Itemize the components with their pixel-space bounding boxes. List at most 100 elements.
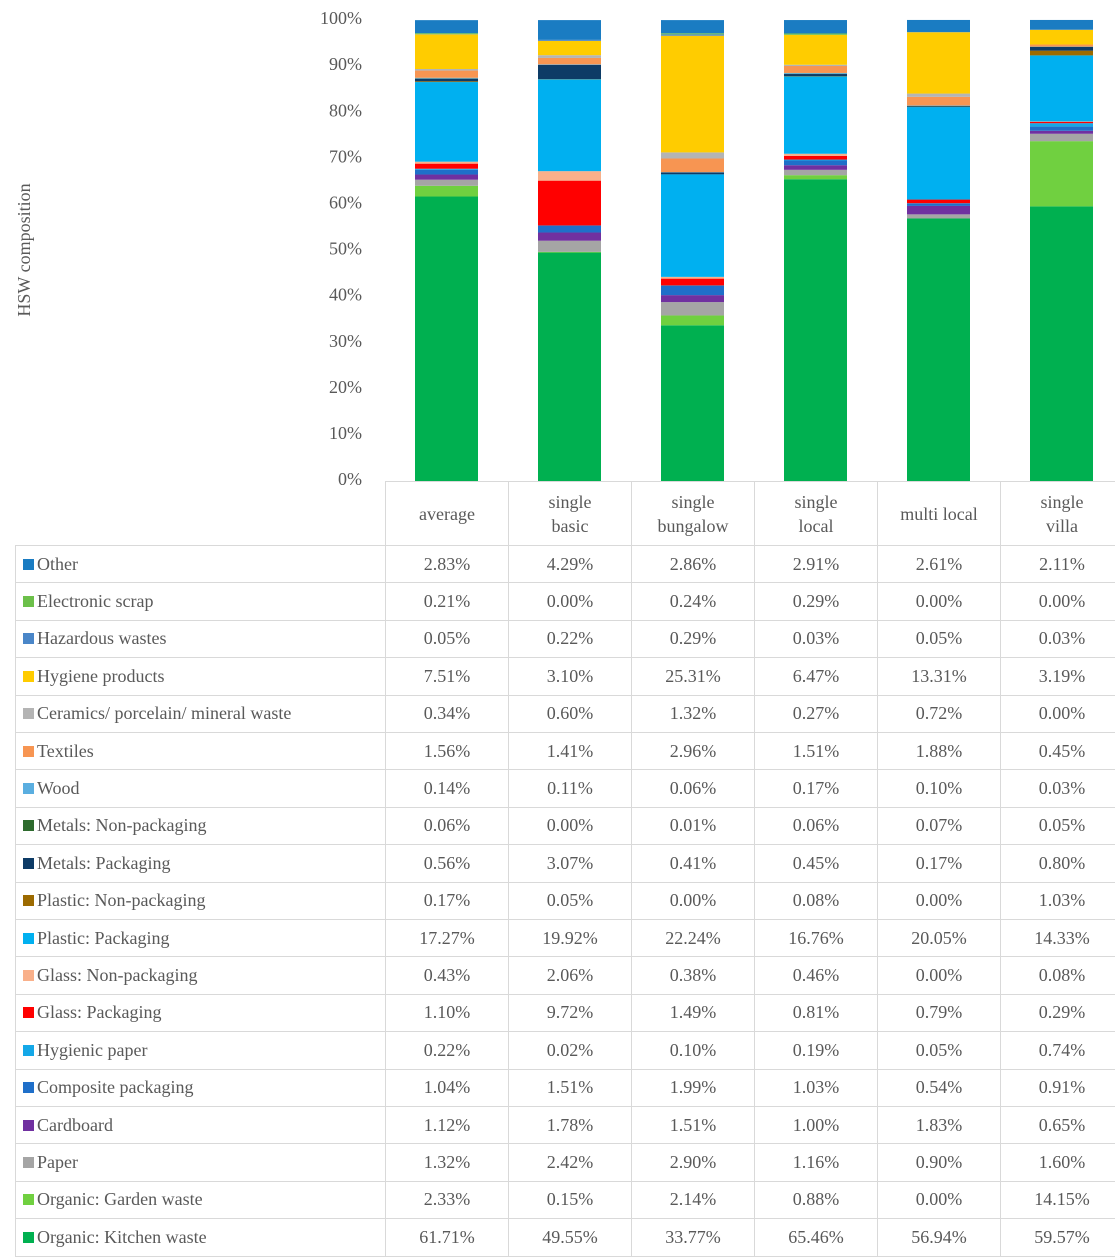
category-header: average [385, 481, 509, 546]
legend-cell: Organic: Kitchen waste [15, 1218, 386, 1257]
value-cell: 0.91% [1000, 1068, 1115, 1107]
value-cell: 0.02% [508, 1031, 632, 1070]
legend-label: Plastic: Packaging [37, 927, 170, 948]
bar-segment [415, 77, 478, 79]
value-cell: 1.78% [508, 1106, 632, 1145]
value-cell: 2.61% [877, 545, 1001, 584]
bar-segment [415, 69, 478, 71]
bar-segment [415, 34, 478, 70]
value-cell: 17.27% [385, 919, 509, 958]
value-cell: 1.51% [508, 1068, 632, 1107]
value-cell: 0.17% [754, 769, 878, 808]
value-cell: 61.71% [385, 1218, 509, 1257]
bar-segment [538, 39, 601, 41]
bar-segment [907, 106, 970, 108]
bar-segment [907, 32, 970, 94]
value-cell: 56.94% [877, 1218, 1001, 1257]
bar-segment [538, 20, 601, 40]
bar-segment [661, 302, 724, 316]
value-cell: 0.05% [508, 881, 632, 920]
bar-segment [538, 79, 601, 172]
value-cell: 0.74% [1000, 1031, 1115, 1070]
bar-segment [784, 34, 847, 65]
value-cell: 0.45% [754, 844, 878, 883]
legend-swatch [23, 1082, 34, 1094]
bar-segment [784, 66, 847, 73]
category-header: single villa [1000, 481, 1115, 546]
value-cell: 14.33% [1000, 919, 1115, 958]
value-cell: 2.11% [1000, 545, 1115, 584]
value-cell: 1.51% [631, 1106, 755, 1145]
legend-swatch [23, 783, 34, 795]
y-tick-label: 90% [329, 54, 362, 74]
y-tick-label: 50% [329, 239, 362, 259]
legend-cell: Metals: Non-packaging [15, 806, 386, 846]
legend-cell: Hygiene products [15, 657, 386, 696]
bar-segment [1030, 44, 1093, 47]
value-cell: 0.27% [754, 694, 878, 733]
bar-segment [415, 174, 478, 180]
bar-segment [907, 96, 970, 106]
y-tick-label: 10% [329, 423, 362, 443]
legend-cell: Cardboard [15, 1106, 386, 1145]
value-cell: 0.05% [877, 1031, 1001, 1070]
value-cell: 1.04% [385, 1068, 509, 1107]
value-cell: 0.00% [631, 881, 755, 920]
legend-swatch [23, 970, 34, 982]
legend-cell: Glass: Non-packaging [15, 956, 386, 995]
bar-segment [784, 64, 847, 67]
bar-segment [1030, 29, 1093, 45]
category-header: single basic [508, 481, 632, 546]
value-cell: 1.99% [631, 1068, 755, 1107]
bar-segment [661, 172, 724, 175]
value-cell: 0.05% [385, 619, 509, 659]
value-cell: 2.90% [631, 1143, 755, 1182]
value-cell: 0.03% [754, 619, 878, 659]
bar-segment [538, 225, 601, 233]
bar-segment [1030, 133, 1093, 142]
value-cell: 9.72% [508, 993, 632, 1033]
bar-segment [538, 240, 601, 252]
value-cell: 0.29% [631, 619, 755, 659]
legend-cell: Glass: Packaging [15, 993, 386, 1033]
value-cell: 0.00% [877, 1180, 1001, 1220]
legend-cell: Hazardous wastes [15, 619, 386, 659]
bar-segment [784, 160, 847, 166]
value-cell: 0.08% [1000, 956, 1115, 995]
value-cell: 0.00% [877, 582, 1001, 621]
legend-swatch [23, 1044, 34, 1056]
bar-segment [784, 179, 847, 481]
value-cell: 2.96% [631, 732, 755, 771]
bar-segment [784, 76, 847, 154]
bar-segment [784, 20, 847, 34]
bar-segment [661, 276, 724, 279]
value-cell: 0.56% [385, 844, 509, 883]
bar-segment [538, 64, 601, 80]
value-cell: 0.10% [631, 1031, 755, 1070]
legend-label: Electronic scrap [37, 591, 154, 612]
value-cell: 65.46% [754, 1218, 878, 1257]
bar-segment [784, 74, 847, 77]
legend-label: Paper [37, 1152, 78, 1173]
legend-label: Glass: Non-packaging [37, 965, 198, 986]
bar-segment [415, 20, 478, 34]
value-cell: 0.65% [1000, 1106, 1115, 1145]
value-cell: 0.06% [754, 806, 878, 846]
legend-swatch [23, 895, 34, 907]
value-cell: 59.57% [1000, 1218, 1115, 1257]
value-cell: 1.32% [631, 694, 755, 733]
legend-label: Plastic: Non-packaging [37, 890, 206, 911]
value-cell: 2.91% [754, 545, 878, 584]
value-cell: 1.10% [385, 993, 509, 1033]
value-cell: 1.03% [754, 1068, 878, 1107]
value-cell: 1.03% [1000, 881, 1115, 920]
bar-segment [415, 196, 478, 481]
legend-label: Wood [37, 778, 80, 799]
bar-segment [784, 159, 847, 161]
bar-segment [415, 179, 478, 186]
bar-segment [661, 152, 724, 159]
value-cell: 2.86% [631, 545, 755, 584]
bar-segment [538, 232, 601, 241]
value-cell: 0.22% [385, 1031, 509, 1070]
y-tick-label: 40% [329, 285, 362, 305]
